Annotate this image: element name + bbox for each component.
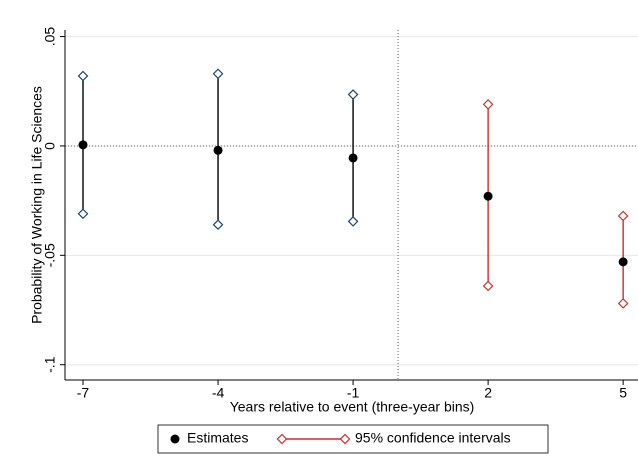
estimate-point [213, 145, 223, 155]
ci-upper-marker [617, 210, 629, 222]
legend-symbol [170, 434, 180, 444]
estimate-point [618, 257, 628, 267]
x-tick-label: -4 [212, 385, 225, 401]
legend-symbol [339, 433, 351, 445]
legend-box [157, 424, 549, 454]
ci-lower-marker [617, 298, 629, 309]
ci-lower-marker [212, 219, 224, 231]
ci-upper-marker [77, 70, 89, 82]
x-tick-label: -1 [347, 385, 360, 401]
x-tick-label: 2 [484, 385, 492, 401]
estimate-point [483, 191, 493, 201]
x-axis-title: Years relative to event (three-year bins… [230, 399, 475, 415]
estimate-point [348, 153, 358, 163]
ci-upper-marker [347, 89, 359, 100]
x-tick-label: 5 [619, 385, 627, 401]
y-tick-label: -.05 [42, 243, 58, 267]
y-tick-label: 0 [42, 142, 58, 150]
ci-lower-marker [347, 216, 359, 227]
y-tick-label: -.1 [42, 356, 58, 373]
ci-upper-marker [212, 68, 224, 80]
legend-label: Estimates [187, 430, 248, 446]
legend-label: 95% confidence intervals [355, 430, 511, 446]
estimate-point [78, 140, 88, 150]
y-tick-label: .05 [42, 27, 58, 47]
y-axis-title: Probability of Working in Life Sciences [29, 86, 45, 324]
x-tick-label: -7 [77, 385, 90, 401]
ci-lower-marker [482, 280, 494, 292]
ci-upper-marker [482, 99, 494, 110]
legend-symbol [276, 433, 288, 445]
ci-lower-marker [77, 208, 89, 220]
